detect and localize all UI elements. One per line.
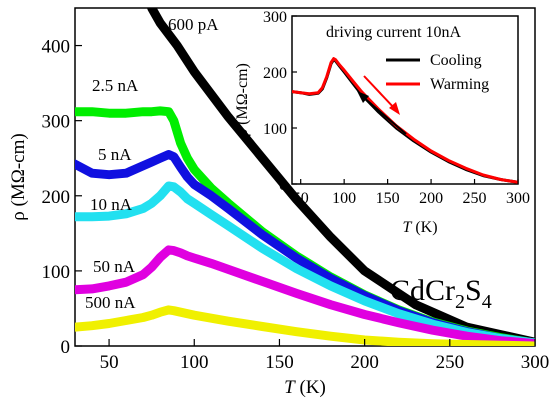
- inset-x-tick-label: 250: [463, 190, 487, 207]
- inset-plot-frame: [291, 15, 519, 185]
- inset-x-tick-label: 200: [419, 190, 443, 207]
- series-label-500na: 500 nA: [85, 293, 136, 312]
- main-series-50-na: [75, 245, 535, 346]
- warming-arrow: [363, 75, 400, 115]
- main-x-tick-label: 250: [436, 352, 465, 373]
- inset-x-tick-label: 150: [376, 190, 400, 207]
- inset-y-tick-label: 200: [263, 65, 287, 82]
- inset-x-axis-title: T (K): [402, 219, 437, 236]
- main-series-500-na: [75, 305, 535, 346]
- main-y-tick-label: 100: [42, 262, 71, 283]
- inset-ticks-group: 50 100 150 200 250 300 0 100 200 300: [263, 9, 530, 207]
- inset-y-axis-title: ρ (MΩ-cm): [234, 63, 251, 137]
- series-label-600pa: 600 pA: [168, 15, 219, 34]
- compound-base: CdCr: [390, 274, 455, 307]
- inset-x-tick-label: 50: [293, 190, 309, 207]
- series-label-2-5na: 2.5 nA: [92, 76, 139, 95]
- legend-label-warming: Warming: [430, 76, 489, 93]
- inset-x-tick-label: 100: [332, 190, 356, 207]
- main-x-symbol: T: [284, 377, 296, 398]
- inset-background: [292, 16, 518, 184]
- inset-y-tick-label: 100: [263, 121, 287, 138]
- series-label-50na: 50 nA: [93, 257, 136, 276]
- main-x-tick-label: 100: [180, 352, 209, 373]
- series-label-10na: 10 nA: [90, 195, 133, 214]
- main-y-tick-label: 400: [42, 37, 71, 58]
- inset-x-unit: (K): [415, 219, 437, 236]
- inset-y-tick-label: 300: [263, 9, 287, 26]
- series-label-5na: 5 nA: [98, 145, 132, 164]
- main-series-10-na: [75, 181, 535, 346]
- main-series-600-pa: [147, 8, 535, 346]
- main-plot-frame: [74, 7, 536, 347]
- inset-x-tick-label: 300: [506, 190, 530, 207]
- main-x-tick-label: 50: [100, 352, 119, 373]
- main-x-tick-label: 200: [350, 352, 379, 373]
- main-x-tick-label: 300: [521, 352, 550, 373]
- cooling-arrow: [357, 91, 407, 135]
- main-y-axis-title: ρ (MΩ-cm): [8, 133, 29, 220]
- legend-label-cooling: Cooling: [430, 52, 482, 69]
- compound-sub-1: 2: [455, 291, 465, 313]
- inset-title: driving current 10nA: [326, 24, 462, 41]
- inset-series-group: [292, 57, 518, 184]
- main-x-unit: (K): [299, 377, 325, 398]
- compound-mid: S: [465, 274, 482, 307]
- main-y-unit: (MΩ-cm): [8, 133, 29, 206]
- main-y-tick-label: 300: [42, 112, 71, 133]
- compound-sub-2: 4: [482, 291, 492, 313]
- main-y-tick-label: 0: [61, 337, 71, 358]
- main-x-tick-label: 150: [265, 352, 294, 373]
- inset-y-tick-label: 0: [279, 177, 287, 194]
- main-series-group: [75, 8, 535, 346]
- inset-x-symbol: T: [402, 219, 412, 236]
- inset-series-warming: [292, 57, 518, 184]
- compound-annotation: CdCr2S4: [390, 274, 492, 313]
- main-y-tick-label: 200: [42, 187, 71, 208]
- main-y-symbol: ρ: [8, 211, 29, 220]
- inset-legend: Cooling Warming: [386, 52, 489, 93]
- main-x-axis-title: T (K): [284, 377, 326, 398]
